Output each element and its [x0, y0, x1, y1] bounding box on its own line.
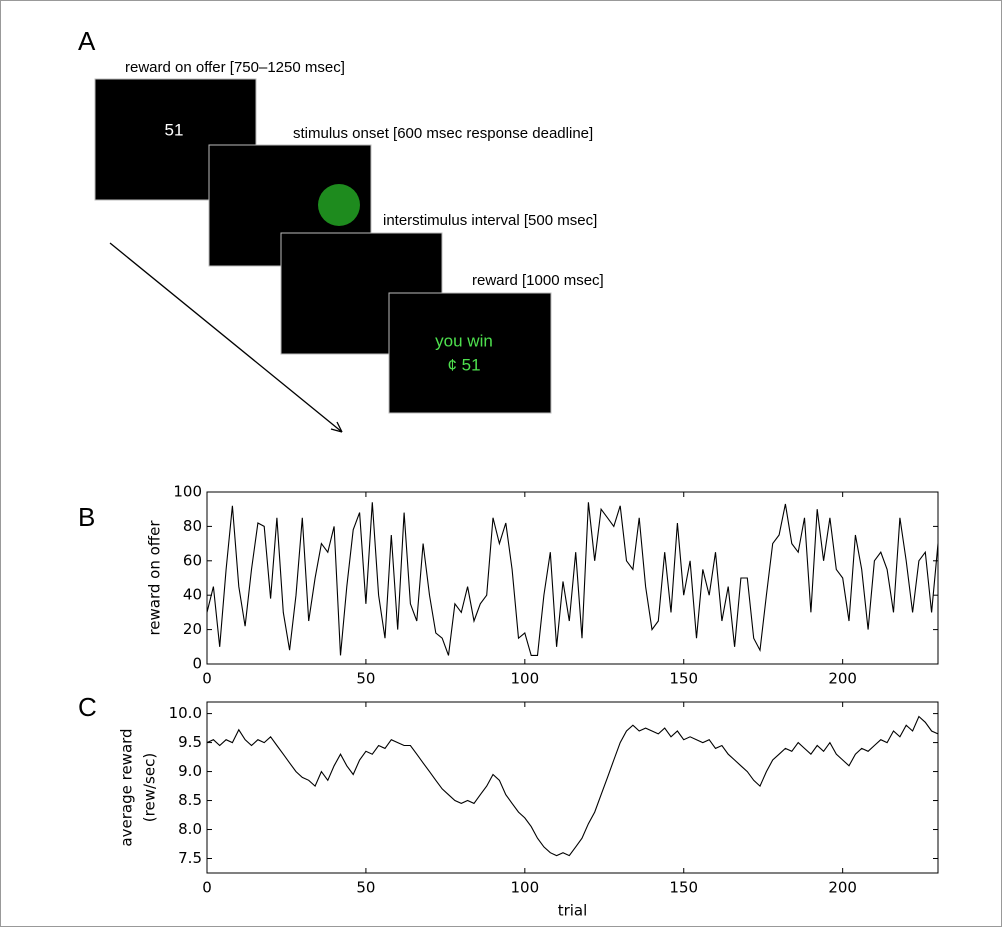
y-tick-label: 40 [183, 586, 202, 604]
reward-text: you win [435, 331, 493, 350]
y-axis-label: average reward [118, 728, 136, 846]
arrow-head [330, 421, 343, 433]
x-tick-label: 0 [202, 879, 212, 897]
y-tick-label: 100 [173, 483, 202, 501]
x-tick-label: 50 [356, 879, 375, 897]
y-tick-label: 8.5 [178, 791, 202, 809]
x-tick-label: 150 [669, 670, 698, 688]
panel-label: C [78, 692, 97, 722]
plot-frame [206, 491, 939, 665]
y-tick-label: 9.5 [178, 733, 202, 751]
y-tick-label: 9.0 [178, 762, 202, 780]
data-line [206, 502, 939, 656]
offer-text: 51 [165, 120, 184, 139]
y-tick-label: 7.5 [178, 849, 202, 867]
y-tick-label: 10.0 [169, 704, 202, 722]
step-caption: stimulus onset [600 msec response deadli… [293, 125, 593, 142]
y-tick-label: 20 [183, 620, 202, 638]
panel-label: A [78, 26, 96, 56]
y-tick-label: 80 [183, 517, 202, 535]
y-axis-label: (rew/sec) [141, 753, 159, 822]
step-caption: reward on offer [750–1250 msec] [125, 59, 345, 76]
x-tick-label: 50 [356, 670, 375, 688]
panel-label: B [78, 502, 95, 532]
y-tick-label: 0 [192, 655, 202, 673]
time-arrow [109, 242, 343, 433]
screen [388, 292, 552, 414]
y-tick-label: 8.0 [178, 820, 202, 838]
stimulus [318, 184, 360, 226]
x-tick-label: 200 [828, 879, 857, 897]
x-tick-label: 150 [669, 879, 698, 897]
y-tick-label: 60 [183, 551, 202, 569]
x-axis-label: trial [558, 902, 588, 920]
step-caption: reward [1000 msec] [472, 272, 604, 289]
plot-frame [206, 701, 939, 874]
x-tick-label: 200 [828, 670, 857, 688]
data-line [206, 715, 939, 857]
x-tick-label: 100 [511, 879, 540, 897]
reward-text: ¢ 51 [447, 355, 480, 374]
x-tick-label: 0 [202, 670, 212, 688]
step-caption: interstimulus interval [500 msec] [383, 212, 597, 229]
y-axis-label: reward on offer [146, 520, 164, 636]
x-tick-label: 100 [511, 670, 540, 688]
